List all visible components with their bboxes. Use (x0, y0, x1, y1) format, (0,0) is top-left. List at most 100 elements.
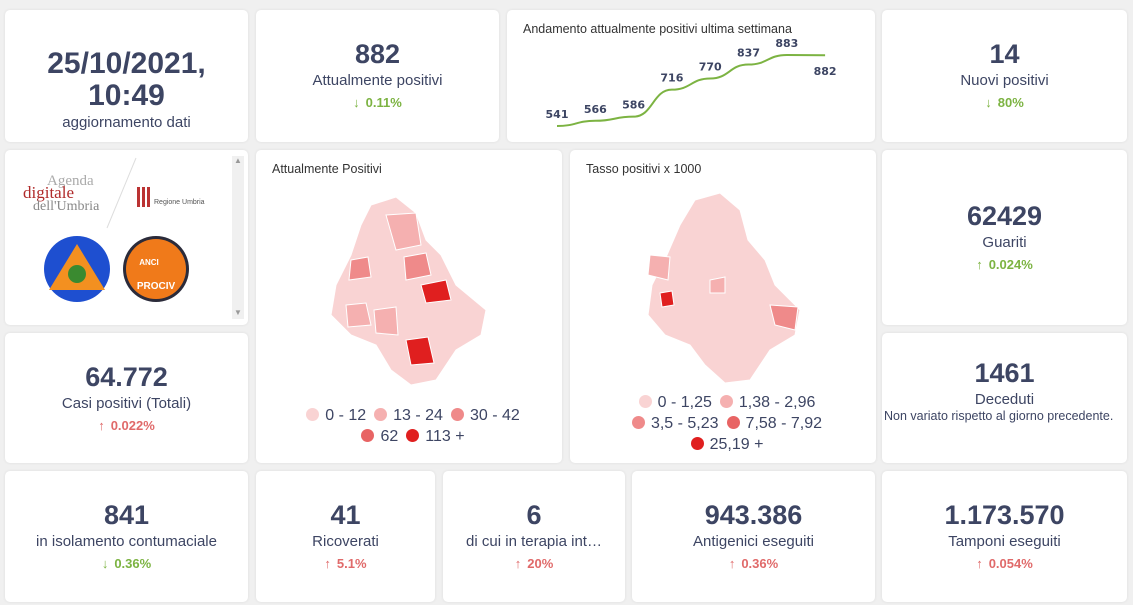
legend-label: 3,5 - 5,23 (650, 415, 719, 432)
kpi-change-value: 0.36% (741, 556, 779, 571)
isolamento-card: 841 in isolamento contumaciale ↓ 0.36% (5, 471, 248, 602)
data-label: 883 (775, 37, 798, 50)
legend-swatch (726, 416, 740, 429)
legend-item: 1,38 - 2,96 (712, 394, 816, 411)
kpi-label: Guariti (982, 234, 1027, 251)
umbria-map-tasso[interactable] (570, 185, 876, 405)
legend-swatch (361, 429, 375, 442)
kpi-change-value: 20% (527, 556, 554, 571)
map-tasso-card: Tasso positivi x 1000 0 - 1,25 1,38 - 2,9… (570, 150, 876, 463)
legend-item: 13 - 24 (366, 407, 443, 424)
kpi-change-value: 0.022% (110, 418, 155, 433)
map-positivi-card: Attualmente Positivi 0 - 12 13 - 24 30 - 4… (256, 150, 562, 463)
legend-swatch (638, 395, 652, 408)
legend-swatch (306, 408, 320, 421)
svg-text:PROCIV: PROCIV (137, 281, 176, 292)
kpi-change: ↑ 0.024% (882, 257, 1127, 272)
update-label: aggiornamento dati (62, 114, 191, 131)
legend-item: 62 (353, 428, 398, 445)
legend-label: 113 + (425, 428, 465, 445)
kpi-change-value: 0.024% (988, 257, 1033, 272)
umbria-map-positivi[interactable] (256, 185, 562, 405)
kpi-change: ↓ 80% (882, 95, 1127, 110)
legend-swatch (406, 429, 420, 442)
trend-chart-card: Andamento attualmente positivi ultima se… (507, 10, 875, 142)
arrow-up-icon: ↑ (728, 556, 736, 571)
legend-item: 3,5 - 5,23 (624, 415, 719, 432)
kpi-change: ↑ 5.1% (256, 556, 435, 571)
data-label: 566 (584, 103, 607, 116)
kpi-label: in isolamento contumaciale (36, 533, 217, 550)
svg-text:Agenda: Agenda (47, 173, 94, 189)
kpi-label: Casi positivi (Totali) (61, 395, 192, 412)
arrow-down-icon: ↓ (353, 95, 360, 110)
scrollbar[interactable]: ▲ ▼ (232, 156, 244, 319)
terapia-card: 6 di cui in terapia int… ↑ 20% (443, 471, 625, 602)
deceduti-note: Non variato rispetto al giorno precedent… (884, 409, 1114, 423)
kpi-value: 6 (526, 500, 542, 530)
trend-chart: 541 566 586 716 770 837 883 882 (546, 37, 837, 127)
legend-label: 0 - 1,25 (657, 394, 712, 411)
arrow-up-icon: ↑ (98, 418, 105, 433)
kpi-value: 1.173.570 (944, 500, 1065, 530)
svg-text:dell'Umbria: dell'Umbria (33, 199, 100, 214)
kpi-change-value: 5.1% (336, 556, 367, 571)
legend-swatch (374, 408, 388, 421)
legend-label: 1,38 - 2,96 (738, 394, 816, 411)
data-label: 586 (622, 99, 645, 112)
legend-label: 0 - 12 (325, 407, 367, 424)
arrow-up-icon: ↑ (324, 556, 331, 571)
kpi-value: 64.772 (85, 362, 168, 392)
kpi-change-value: 0.36% (114, 556, 152, 571)
legend-item: 0 - 12 (298, 407, 366, 424)
legend-item: 25,19 + (683, 436, 763, 453)
kpi-change-value: 0.11% (365, 95, 402, 110)
kpi-value: 62429 (966, 201, 1043, 231)
kpi-change: ↓ 0.36% (5, 556, 248, 571)
data-label: 716 (660, 72, 683, 85)
map-title: Tasso positivi x 1000 (586, 162, 702, 176)
svg-text:ANCI: ANCI (139, 258, 159, 267)
kpi-change-value: 0.054% (988, 556, 1033, 571)
kpi-change: ↑ 0.022% (5, 418, 248, 433)
kpi-value: 841 (103, 500, 150, 530)
map-title: Attualmente Positivi (272, 162, 382, 176)
arrow-down-icon: ↓ (101, 556, 109, 571)
kpi-label: di cui in terapia int… (466, 533, 602, 550)
kpi-label: Tamponi eseguiti (948, 533, 1061, 550)
kpi-value: 14 (989, 39, 1020, 69)
kpi-change-value: 80% (997, 95, 1024, 110)
kpi-change: ↑ 0.054% (882, 556, 1127, 571)
map-legend: 0 - 12 13 - 24 30 - 42 62 113 + (256, 405, 562, 447)
kpi-label: Ricoverati (312, 533, 379, 550)
kpi-value: 882 (354, 39, 401, 69)
scroll-down-icon[interactable]: ▼ (234, 308, 242, 317)
kpi-change: ↑ 20% (443, 556, 625, 571)
chart-title: Andamento attualmente positivi ultima se… (523, 22, 792, 36)
guariti-card: 62429 Guariti ↑ 0.024% (882, 150, 1127, 325)
kpi-value: 943.386 (704, 500, 803, 530)
logos-card: Agenda digitale dell'Umbria Regione Umbr… (5, 150, 248, 325)
data-label: 541 (546, 108, 569, 121)
kpi-label: Nuovi positivi (960, 72, 1049, 89)
kpi-label: Antigenici eseguiti (693, 533, 814, 550)
data-label: 770 (699, 60, 722, 73)
kpi-value: 41 (330, 500, 361, 530)
trend-line (556, 53, 826, 127)
antigenici-card: 943.386 Antigenici eseguiti ↑ 0.36% (632, 471, 875, 602)
scroll-up-icon[interactable]: ▲ (234, 156, 242, 165)
kpi-label: Attualmente positivi (312, 72, 443, 89)
legend-label: 62 (380, 428, 399, 445)
update-card: 25/10/2021, 10:49 aggiornamento dati (5, 10, 248, 142)
legend-item: 30 - 42 (443, 407, 520, 424)
legend-swatch (631, 416, 645, 429)
legend-label: 7,58 - 7,92 (745, 415, 823, 432)
tamponi-card: 1.173.570 Tamponi eseguiti ↑ 0.054% (882, 471, 1127, 602)
attualmente-positivi-card: 882 Attualmente positivi ↓ 0.11% (256, 10, 499, 142)
arrow-up-icon: ↑ (976, 556, 983, 571)
legend-label: 13 - 24 (393, 407, 443, 424)
nuovi-positivi-card: 14 Nuovi positivi ↓ 80% (882, 10, 1127, 142)
data-label: 837 (737, 47, 760, 60)
legend-swatch (450, 408, 464, 421)
kpi-value: 1461 (974, 358, 1035, 388)
